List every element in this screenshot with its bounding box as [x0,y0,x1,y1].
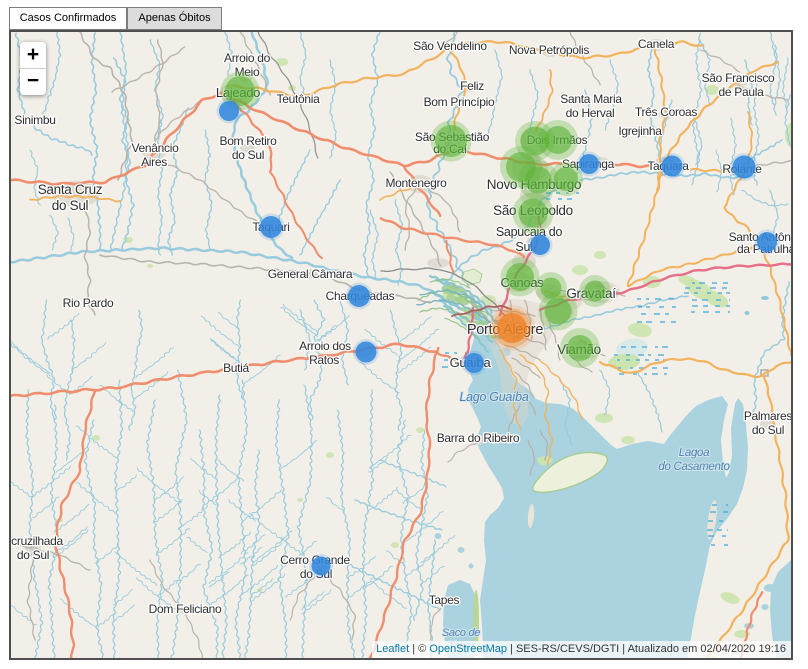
svg-text:do Casamento: do Casamento [658,461,730,473]
svg-text:Bom Princípio: Bom Princípio [424,95,495,109]
svg-text:Sapucaia do: Sapucaia do [496,225,563,239]
svg-text:Santa Cruz: Santa Cruz [38,182,103,197]
svg-text:Igrejinha: Igrejinha [618,124,662,138]
svg-text:Canela: Canela [638,37,675,51]
svg-text:Santa Maria: Santa Maria [560,92,622,106]
svg-text:Venâncio: Venâncio [132,141,180,155]
svg-text:do Sul: do Sul [17,548,49,562]
svg-text:Montenegro: Montenegro [385,176,447,190]
svg-text:do Sul: do Sul [752,423,784,437]
svg-text:Lagoa: Lagoa [679,447,709,459]
svg-text:Arroio dos: Arroio dos [299,339,351,353]
svg-text:São Francisco: São Francisco [702,71,775,85]
svg-text:Nova Petrópolis: Nova Petrópolis [509,43,590,57]
svg-text:General Câmara: General Câmara [268,267,353,281]
svg-text:Sul: Sul [515,240,532,254]
svg-text:Saco de: Saco de [442,627,480,639]
svg-text:do Herval: do Herval [566,106,615,120]
svg-text:Bom Retiro: Bom Retiro [219,134,277,148]
svg-text:Aires: Aires [141,155,167,169]
svg-text:Teutônia: Teutônia [277,92,321,106]
svg-text:Tapes: Tapes [429,593,460,607]
svg-text:Palmares: Palmares [744,409,791,423]
svg-text:Arroio do: Arroio do [224,51,271,65]
svg-text:Encruzilhada: Encruzilhada [11,534,64,548]
svg-text:do Sul: do Sul [232,148,264,162]
svg-text:São Vendelino: São Vendelino [413,39,487,53]
svg-text:Sinimbu: Sinimbu [14,113,55,127]
svg-text:do Sul: do Sul [52,198,89,213]
svg-text:de Paula: de Paula [719,85,765,99]
svg-text:Barra do Ribeiro: Barra do Ribeiro [437,431,520,445]
svg-text:Dom Feliciano: Dom Feliciano [149,602,222,616]
svg-text:Rio Pardo: Rio Pardo [63,296,114,310]
svg-text:Ratos: Ratos [309,353,339,367]
svg-text:Feliz: Feliz [460,79,484,93]
svg-text:Três Coroas: Três Coroas [635,105,698,119]
svg-text:Lago Guaíba: Lago Guaíba [460,390,529,404]
svg-text:Butiá: Butiá [223,361,249,375]
